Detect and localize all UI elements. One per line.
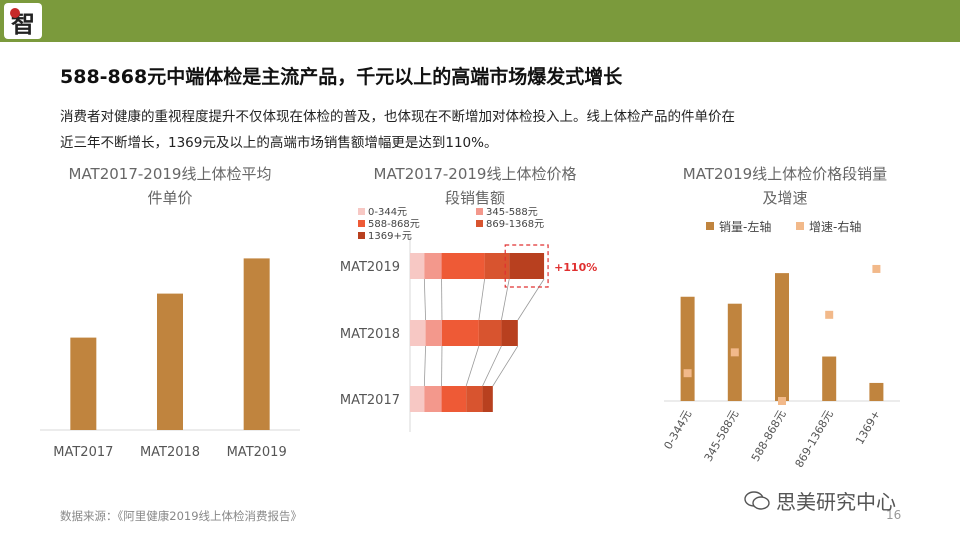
chart3-x-tick: 1369+ [853, 408, 883, 447]
chart2-title-line2: 段销售额 [444, 189, 505, 207]
chart3-title: MAT2019线上体检价格段销量 及增速 [670, 162, 900, 210]
chart1-title-line1: MAT2017-2019线上体检平均 [68, 165, 272, 183]
chart2-legend-swatch [358, 208, 365, 215]
chart1-title-line2: 件单价 [147, 189, 193, 207]
chart3-x-tick: 588-868元 [749, 408, 789, 464]
chart2-legend-label: 1369+元 [368, 231, 412, 242]
chart2-bar-segment [410, 320, 426, 346]
wechat-badge: 思美研究中心 [744, 486, 896, 515]
wechat-label: 思美研究中心 [776, 490, 896, 514]
page-title: 588-868元中端体检是主流产品，千元以上的高端市场爆发式增长 [60, 66, 623, 88]
chart2-highlight-box [504, 244, 549, 288]
chart2-legend-label: 588-868元 [368, 219, 420, 230]
chart2-bar-segment [424, 253, 442, 279]
chart2-legend-swatch [476, 208, 483, 215]
chart3-volume-bar [775, 273, 789, 401]
chart2-legend-label: 0-344元 [368, 207, 407, 218]
chart2-connector-line [465, 345, 480, 387]
chart1-bar [70, 337, 97, 430]
chart1-x-tick: MAT2019 [227, 445, 287, 460]
chart3-x-tick: 345-588元 [702, 408, 742, 464]
chart2-connector-line [423, 278, 426, 321]
chart2-legend-label: 869-1368元 [486, 219, 544, 230]
chart3-growth-marker [872, 264, 881, 273]
chart2-legend-label: 345-588元 [486, 207, 538, 218]
chart2-bar-segment [424, 386, 442, 412]
wechat-icon [744, 490, 770, 510]
chart2-connector-line [517, 278, 545, 321]
chart2-connector-line [482, 345, 502, 387]
chart2-bar-segment [410, 386, 425, 412]
intro-paragraph: 消费者对健康的重视程度提升不仅体现在体检的普及，也体现在不断增加对体检投入上。线… [60, 104, 820, 156]
chart2-growth-label: +110% [554, 261, 597, 274]
chart2-bar-segment [441, 386, 467, 412]
chart1-bar [157, 293, 183, 430]
chart3-legend-label: 增速-右轴 [809, 219, 861, 234]
top-bar [0, 0, 960, 42]
chart3-title-line1: MAT2019线上体检价格段销量 [682, 165, 888, 183]
chart1-x-tick: MAT2017 [53, 445, 113, 460]
chart2-bar-segment [482, 386, 493, 412]
paragraph-line-1: 消费者对健康的重视程度提升不仅体现在体检的普及，也体现在不断增加对体检投入上。线… [60, 109, 735, 125]
chart1-bar [243, 258, 270, 430]
chart3-legend-swatch [796, 222, 804, 230]
chart2-bar-segment [509, 253, 545, 279]
chart2-connector-line [423, 345, 426, 387]
logo: 智 [4, 3, 42, 39]
chart2-title: MAT2017-2019线上体检价格 段销售额 [360, 162, 590, 210]
chart3-volume-bar [869, 382, 884, 401]
chart3-x-tick: 0-344元 [661, 408, 694, 452]
chart3-growth-marker [825, 310, 834, 319]
chart2-legend-swatch [358, 232, 365, 239]
chart2-legend-swatch [358, 220, 365, 227]
chart2-legend-swatch [476, 220, 483, 227]
chart2-bar-segment [441, 320, 479, 346]
chart2-bar-segment [466, 386, 483, 412]
chart2-connector-line [478, 278, 486, 321]
chart2-bar-segment [410, 253, 425, 279]
chart3-growth-marker [778, 397, 786, 405]
chart1-title: MAT2017-2019线上体检平均 件单价 [60, 162, 280, 210]
chart2-bar-segment [478, 320, 502, 346]
chart3-legend-label: 销量-左轴 [719, 219, 771, 234]
chart3-growth-marker [730, 348, 739, 357]
chart3-title-line2: 及增速 [762, 189, 808, 207]
paragraph-line-2: 近三年不断增长，1369元及以上的高端市场销售额增幅更是达到110%。 [60, 135, 498, 151]
logo-dot [10, 8, 20, 18]
chart2-bar-segment [501, 320, 518, 346]
chart1-x-tick: MAT2018 [140, 445, 200, 460]
chart3-volume-bar [680, 296, 695, 401]
chart2-y-tick: MAT2018 [340, 327, 400, 342]
chart2-connector-line [501, 278, 510, 321]
chart2-title-line1: MAT2017-2019线上体检价格 [373, 165, 577, 183]
data-source: 数据来源：《阿里健康2019线上体检消费报告》 [60, 509, 303, 523]
chart3-legend-swatch [706, 222, 714, 230]
chart3-volume-bar [822, 356, 837, 401]
page-number: 16 [886, 508, 902, 522]
chart2-y-tick: MAT2019 [340, 260, 400, 275]
chart2-bar-segment [441, 253, 485, 279]
chart2-connector-line [492, 345, 519, 387]
chart2-bar-segment [425, 320, 442, 346]
chart3-growth-marker [683, 369, 692, 378]
chart3-x-tick: 869-1368元 [793, 408, 836, 470]
chart2-y-tick: MAT2017 [340, 393, 400, 408]
